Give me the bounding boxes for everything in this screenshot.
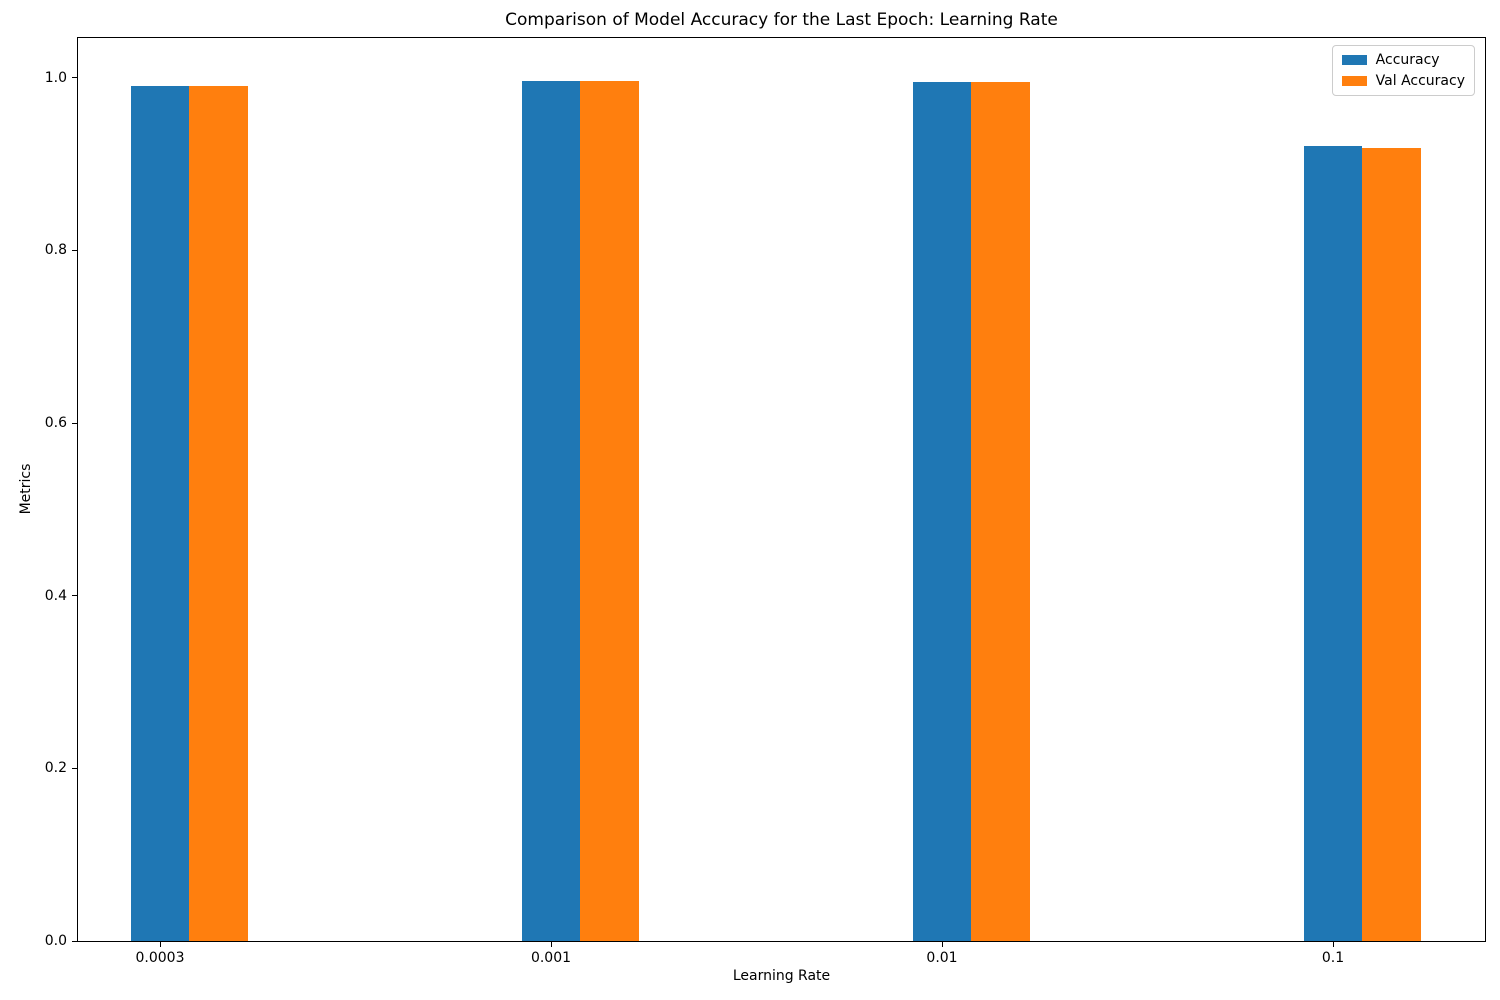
bar-accuracy-0.0003 <box>130 86 190 941</box>
x-tick-mark-0.01 <box>942 942 943 947</box>
bar-accuracy-0.01 <box>912 82 972 941</box>
legend-label: Accuracy <box>1375 52 1440 68</box>
x-tick-mark-0.001 <box>551 942 552 947</box>
legend: Accuracy Val Accuracy <box>1331 45 1475 96</box>
x-axis-label: Learning Rate <box>732 968 831 984</box>
y-axis-label: Metrics <box>18 463 34 515</box>
y-tick-mark-0.4 <box>72 595 77 597</box>
y-tick-mark-0.2 <box>72 767 77 769</box>
y-tick-mark-1.0 <box>72 77 77 79</box>
y-tick-label-0.6: 0.6 <box>44 415 67 432</box>
x-tick-label-0.0003: 0.0003 <box>135 950 185 966</box>
x-tick-label-0.001: 0.001 <box>530 950 572 966</box>
legend-swatch-icon <box>1341 76 1367 86</box>
bar-val-accuracy-0.0003 <box>189 86 248 941</box>
legend-swatch-icon <box>1341 55 1367 65</box>
bar-val-accuracy-0.01 <box>971 82 1030 941</box>
y-tick-label-0.2: 0.2 <box>44 760 67 777</box>
chart-title: Comparison of Model Accuracy for the Las… <box>505 10 1058 30</box>
y-tick-mark-0.6 <box>72 422 77 424</box>
bar-accuracy-0.1 <box>1303 145 1363 941</box>
y-tick-label-0.8: 0.8 <box>44 242 67 259</box>
y-tick-label-0.4: 0.4 <box>44 587 67 604</box>
y-tick-mark-0.8 <box>72 249 77 251</box>
x-tick-label-0.1: 0.1 <box>1321 950 1345 966</box>
legend-entry-val-accuracy: Val Accuracy <box>1341 73 1465 89</box>
bars-layer <box>78 38 1485 941</box>
legend-label: Val Accuracy <box>1375 73 1465 89</box>
plot-area <box>77 37 1486 942</box>
x-tick-mark-0.0003 <box>160 942 161 947</box>
y-tick-label-1.0: 1.0 <box>44 69 67 86</box>
legend-entry-accuracy: Accuracy <box>1341 52 1465 68</box>
bar-accuracy-0.001 <box>521 81 581 941</box>
bar-val-accuracy-0.001 <box>580 81 639 941</box>
y-tick-label-0.0: 0.0 <box>44 933 67 949</box>
x-tick-mark-0.1 <box>1333 942 1334 947</box>
x-tick-label-0.01: 0.01 <box>926 950 958 966</box>
y-tick-mark-0.0 <box>72 940 77 942</box>
bar-val-accuracy-0.1 <box>1362 147 1421 941</box>
